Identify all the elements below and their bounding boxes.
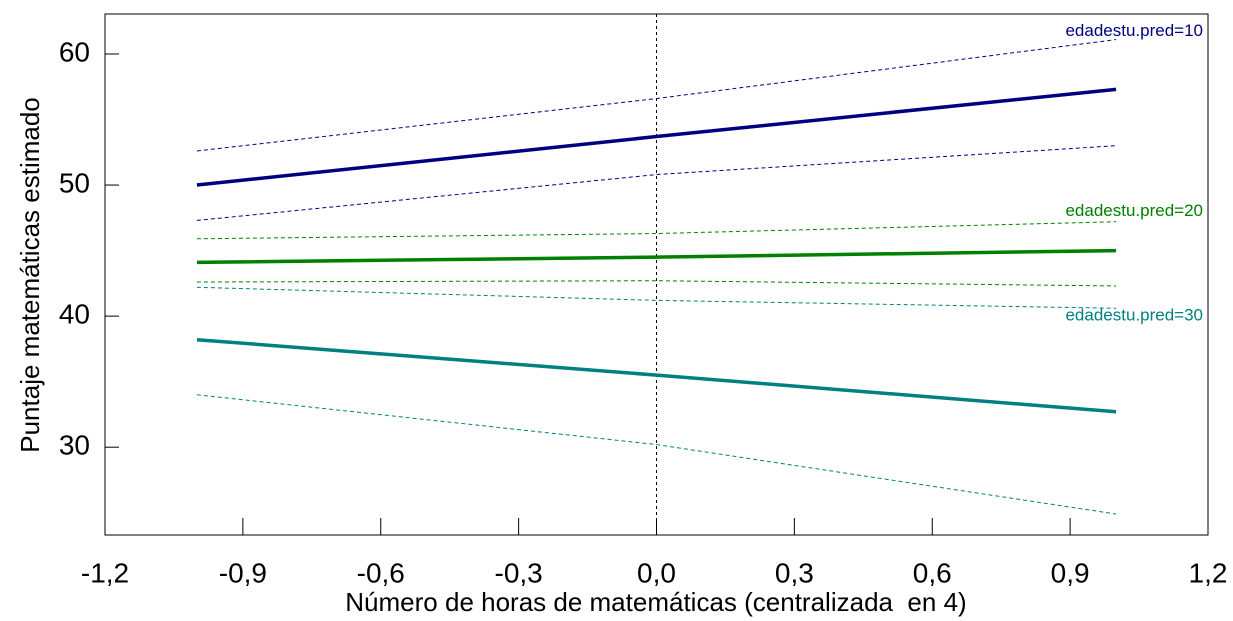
- ci-line: [196, 286, 1117, 309]
- ci-line: [196, 280, 1117, 287]
- y-tick-label: 50: [59, 167, 90, 198]
- ci-line: [196, 221, 1117, 240]
- series-label: edadestu.pred=30: [1065, 306, 1203, 325]
- x-tick-label: -0,3: [495, 557, 543, 588]
- y-tick-label: 40: [59, 299, 90, 330]
- ci-line: [196, 39, 1117, 152]
- y-tick-label: 30: [59, 430, 90, 461]
- x-tick-label: 1,2: [1189, 557, 1228, 588]
- y-tick-label: 60: [59, 36, 90, 67]
- x-tick-label: 0,3: [775, 557, 814, 588]
- x-tick-label: -0,6: [357, 557, 405, 588]
- series-line: [196, 337, 1117, 414]
- x-tick-label: 0,6: [913, 557, 952, 588]
- series-label: edadestu.pred=20: [1065, 201, 1203, 220]
- series-label: edadestu.pred=10: [1065, 21, 1203, 40]
- y-axis-title: Puntaje matemáticas estimado: [15, 97, 45, 453]
- series-line: [196, 248, 1117, 265]
- x-axis-title: Número de horas de matemáticas (centrali…: [345, 587, 966, 617]
- x-tick-label: 0,9: [1051, 557, 1090, 588]
- ci-line: [196, 394, 1117, 515]
- series-line: [196, 87, 1117, 187]
- x-tick-label: 0,0: [637, 557, 676, 588]
- x-tick-label: -1,2: [81, 557, 129, 588]
- x-tick-label: -0,9: [219, 557, 267, 588]
